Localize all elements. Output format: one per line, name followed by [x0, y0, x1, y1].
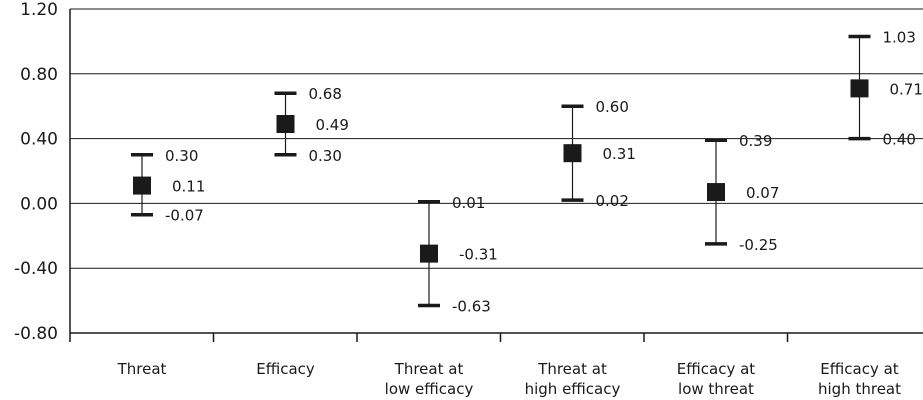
point-estimate-marker [563, 144, 582, 163]
x-category-label: Efficacy [256, 360, 315, 378]
point-estimate-marker [707, 183, 725, 202]
x-category-label: high threat [818, 380, 901, 398]
x-category-label: high efficacy [525, 380, 621, 398]
x-category-label: Threat [117, 360, 167, 378]
point-estimate-marker [276, 115, 295, 134]
upper-bound-label: 1.03 [883, 29, 916, 47]
point-estimate-marker [420, 244, 438, 263]
estimate-label: 0.11 [172, 178, 205, 196]
point-estimate-marker [850, 79, 869, 98]
lower-bound-label: -0.25 [739, 236, 778, 254]
estimate-label: 0.71 [890, 80, 923, 98]
lower-bound-label: 0.02 [596, 192, 629, 210]
lower-bound-label: -0.07 [165, 207, 204, 225]
x-category-label: Efficacy at [820, 360, 899, 378]
y-tick-label: 0.80 [20, 65, 58, 85]
upper-bound-label: 0.39 [739, 132, 772, 150]
y-tick-label: 1.20 [20, 0, 58, 20]
x-category-label: Efficacy at [677, 360, 756, 378]
y-tick-label: -0.40 [14, 259, 58, 279]
estimate-label: 0.31 [603, 145, 636, 163]
estimate-label: 0.49 [316, 116, 349, 134]
lower-bound-label: 0.40 [883, 131, 916, 149]
x-category-label: Threat at [394, 360, 464, 378]
upper-bound-label: 0.68 [309, 85, 342, 103]
y-tick-label: -0.80 [14, 324, 58, 344]
x-category-label: low threat [678, 380, 754, 398]
estimate-label: -0.31 [459, 246, 498, 264]
upper-bound-label: 0.01 [452, 194, 485, 212]
x-category-label: Threat at [537, 360, 607, 378]
y-tick-label: 0.40 [20, 130, 58, 150]
estimate-label: 0.07 [746, 184, 779, 202]
lower-bound-label: 0.30 [309, 147, 342, 165]
x-category-label: low efficacy [385, 380, 474, 398]
point-estimate-marker [133, 176, 151, 195]
upper-bound-label: 0.60 [596, 98, 629, 116]
upper-bound-label: 0.30 [165, 147, 198, 165]
lower-bound-label: -0.63 [452, 297, 491, 315]
y-tick-label: 0.00 [20, 194, 58, 214]
